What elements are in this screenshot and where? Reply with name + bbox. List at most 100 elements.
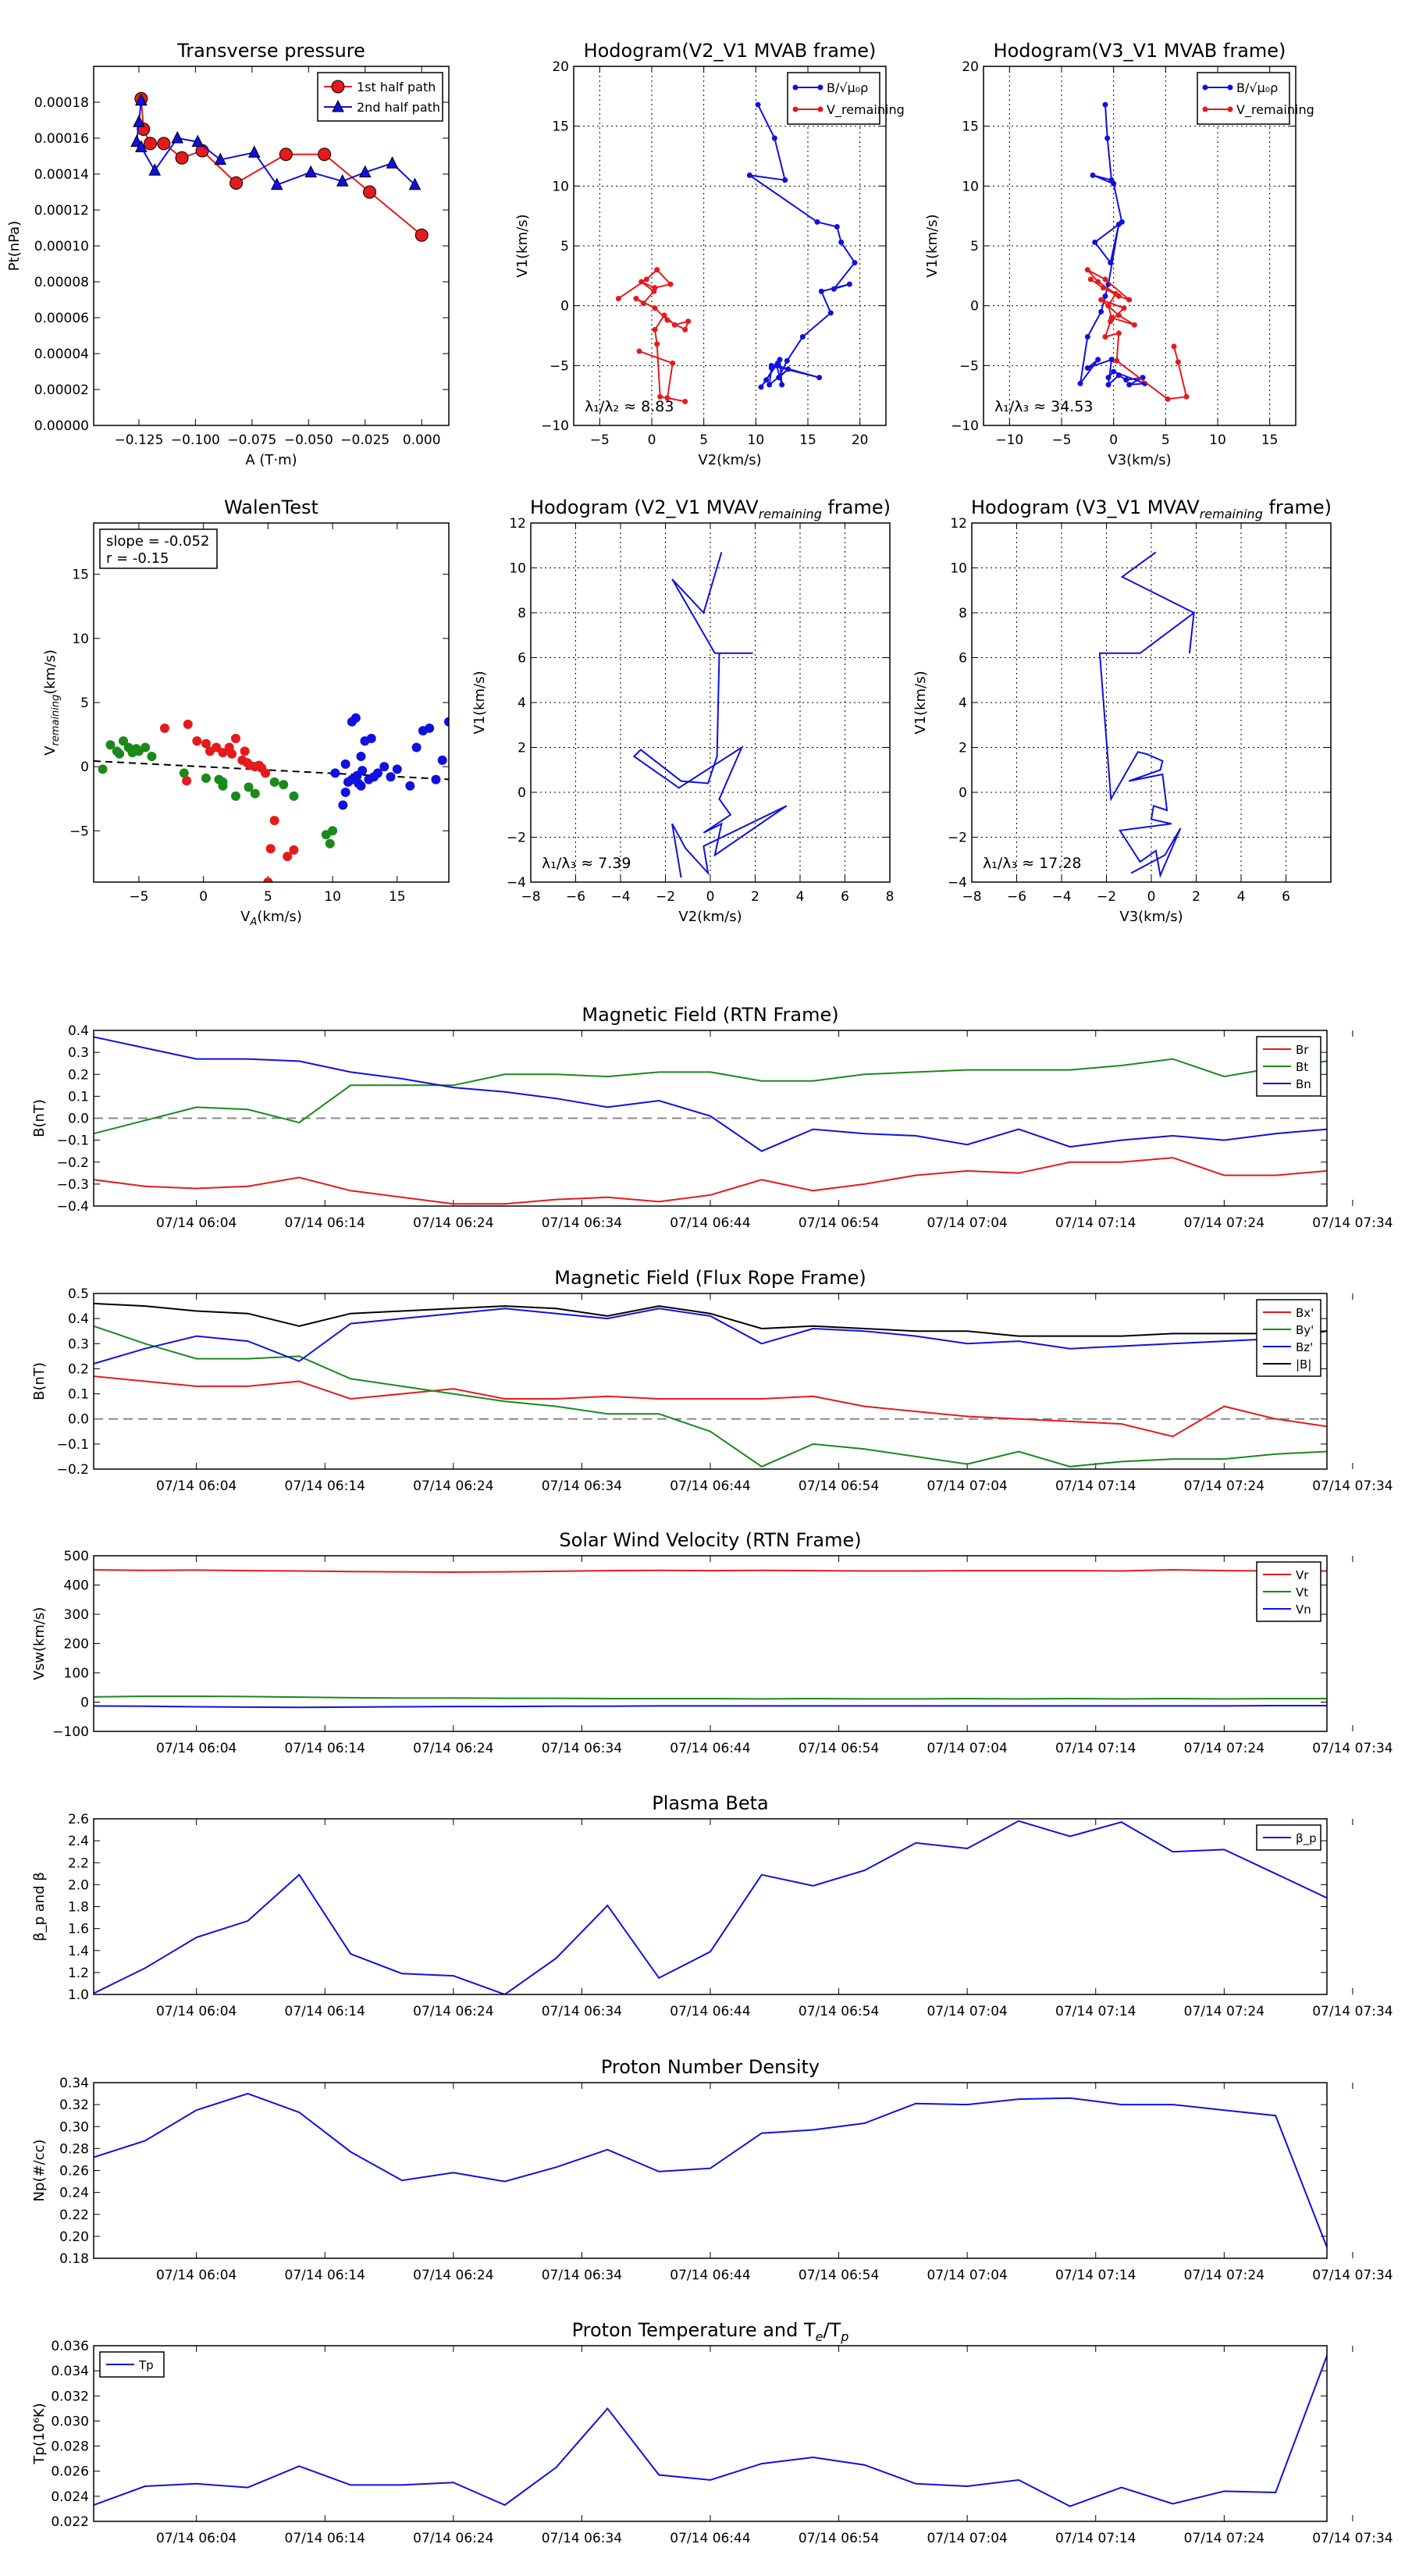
y-tick-label: 0.4	[68, 1311, 89, 1327]
x-tick-label: 07/14 06:14	[285, 1478, 365, 1494]
y-axis-label: V1(km/s)	[924, 214, 941, 277]
y-tick-label: 500	[64, 1549, 89, 1564]
x-tick-label: 07/14 07:04	[927, 1741, 1007, 1756]
y-tick-label: 12	[509, 516, 526, 532]
data-point	[356, 781, 366, 791]
data-point	[392, 764, 402, 774]
panel-t_vsw: Solar Wind Velocity (RTN Frame) −100 0 100 2…	[31, 1529, 1393, 1756]
data-point	[357, 766, 368, 776]
data-point	[1108, 357, 1115, 363]
data-point	[191, 134, 205, 148]
y-tick-label: 8	[959, 606, 967, 621]
x-tick-label: 07/14 06:44	[670, 2004, 750, 2019]
data-point	[834, 223, 840, 229]
plot-frame	[971, 522, 1332, 883]
data-point	[183, 719, 193, 729]
x-tick-label: 6	[1282, 889, 1290, 905]
data-point	[405, 781, 415, 791]
chart-title-part: Hodogram (V3_V1 MVAV	[971, 496, 1200, 518]
panel-p_hodo3: Hodogram (V2_V1 MVAVremaining frame) −4 −2…	[471, 496, 894, 925]
data-point	[1102, 101, 1108, 108]
y-tick-label: 12	[950, 516, 967, 532]
data-point	[218, 748, 228, 758]
y-tick-label: 0.28	[59, 2141, 89, 2157]
y-tick-label: 10	[72, 632, 89, 647]
data-point	[1111, 180, 1117, 187]
ratio-annotation: λ₁/λ₃ ≈ 7.39	[542, 855, 631, 872]
x-tick-label: 10	[1209, 432, 1226, 448]
series-0	[98, 736, 338, 849]
y-tick-label: 1.0	[68, 1987, 89, 2003]
x-tick-label: 07/14 07:04	[927, 2004, 1007, 2019]
data-point	[1102, 293, 1108, 299]
y-tick-label: 10	[509, 561, 526, 577]
data-point	[652, 326, 658, 333]
series-0	[632, 552, 788, 878]
y-tick-label: 6	[959, 651, 967, 667]
data-point	[212, 742, 222, 753]
data-point	[846, 281, 852, 287]
plot-frame	[93, 2082, 1328, 2259]
series-line	[94, 1302, 1327, 1337]
data-point	[782, 177, 788, 183]
y-tick-label: 400	[64, 1578, 89, 1594]
x-tick-label: 07/14 07:24	[1184, 1478, 1264, 1494]
data-point	[776, 375, 782, 381]
legend: β_p	[1256, 1824, 1321, 1851]
panel-p_transverse: Transverse pressure 0.00000 0.00002 0.00004…	[6, 40, 450, 468]
data-point	[1115, 312, 1122, 318]
y-tick-label: 0.00014	[34, 167, 89, 183]
x-tick-label: −2	[1097, 889, 1116, 905]
data-point	[171, 130, 184, 144]
data-point	[1105, 303, 1112, 309]
legend: B/√μ₀ρ V_remaining	[1197, 72, 1314, 125]
y-tick-label: −0.1	[57, 1437, 89, 1453]
y-tick-label: 8	[518, 606, 526, 621]
data-point	[279, 780, 289, 790]
x-tick-label: 07/14 06:34	[542, 2531, 622, 2546]
data-point	[654, 267, 660, 273]
data-point	[799, 334, 806, 340]
data-point	[192, 736, 202, 746]
legend-label: Bn	[1296, 1077, 1311, 1091]
data-point	[386, 772, 396, 782]
chart-title-part: frame)	[822, 496, 891, 518]
y-tick-label: −100	[52, 1724, 89, 1740]
data-point	[670, 360, 676, 366]
x-axis-label-sub: A	[249, 916, 257, 928]
x-tick-label: 07/14 07:34	[1312, 1741, 1393, 1756]
data-point	[182, 776, 192, 786]
y-tick-label: 0.034	[51, 2364, 89, 2379]
data-point	[685, 318, 692, 325]
y-axis-label: V1(km/s)	[471, 671, 488, 734]
series-br	[94, 1157, 1327, 1205]
x-tick-label: −8	[521, 889, 540, 905]
data-point	[636, 348, 642, 354]
legend-label: Vr	[1296, 1568, 1309, 1582]
y-tick-label: 1.6	[68, 1922, 89, 1937]
x-tick-label: 2	[751, 889, 759, 905]
data-point	[283, 852, 293, 862]
x-tick-label: 07/14 06:24	[413, 1741, 493, 1756]
data-point	[657, 393, 663, 400]
x-tick-label: 07/14 07:24	[1184, 2531, 1264, 2546]
y-tick-label: 1.8	[68, 1900, 89, 1916]
x-tick-label: −0.125	[115, 432, 164, 448]
x-tick-label: 07/14 06:54	[799, 1741, 879, 1756]
x-tick-label: 07/14 07:34	[1312, 2004, 1393, 2019]
series--b-	[94, 1302, 1327, 1337]
data-point	[148, 163, 162, 176]
data-point	[652, 305, 658, 311]
legend-label: Tp	[138, 2358, 154, 2372]
y-tick-label: −0.2	[57, 1462, 89, 1478]
series-bx-	[94, 1375, 1327, 1438]
y-tick-label: 0.30	[59, 2119, 89, 2135]
data-point	[785, 366, 791, 372]
legend-marker	[792, 84, 799, 91]
data-point	[1115, 221, 1122, 227]
data-point	[363, 185, 377, 199]
chart-title-sub: remaining	[759, 507, 822, 521]
data-point	[763, 377, 770, 383]
data-point	[135, 93, 148, 106]
